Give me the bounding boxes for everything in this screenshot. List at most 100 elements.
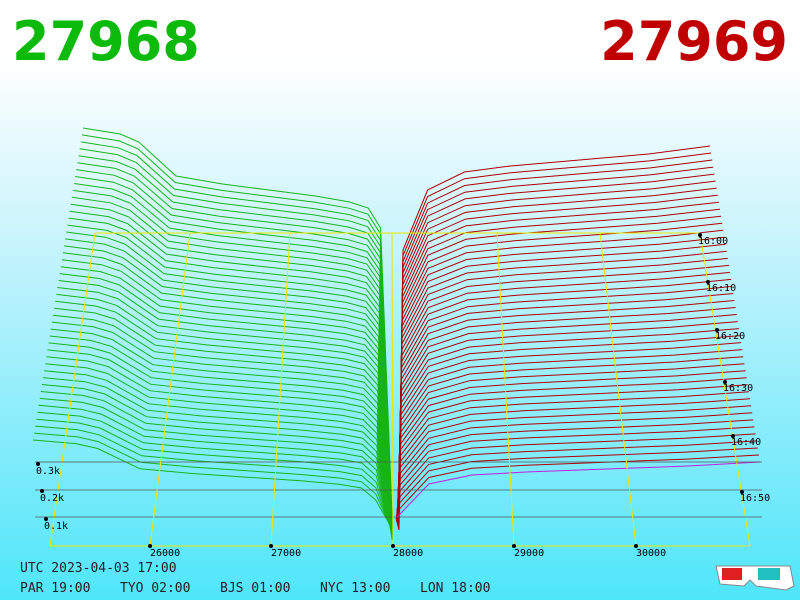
time-tick-label: 16:50 xyxy=(740,493,770,504)
bid-line xyxy=(50,328,392,533)
ask-line xyxy=(396,356,744,523)
price-tick-label: 30000 xyxy=(636,548,666,559)
grid: 26000 27000 28000 29000 30000 16:00 16:10 16:20… xyxy=(35,232,770,559)
bid-line xyxy=(66,231,393,539)
ask-line xyxy=(395,461,761,519)
tick-dot xyxy=(512,544,516,548)
ask-line xyxy=(396,314,737,524)
tick-dot xyxy=(715,328,719,332)
ask-line xyxy=(397,257,728,526)
ask-line xyxy=(396,307,736,524)
bid-line xyxy=(35,425,391,527)
bid-line xyxy=(80,141,394,541)
depth-tick-label: 0.2k xyxy=(40,493,64,504)
bid-line xyxy=(72,189,393,541)
bid-line xyxy=(56,293,392,535)
price-tick-label: 28000 xyxy=(393,548,423,559)
tick-dot xyxy=(706,280,710,284)
bid-line xyxy=(82,127,394,541)
bid-line xyxy=(37,411,391,527)
ask-line xyxy=(398,180,716,529)
bid-line xyxy=(36,418,391,527)
bid-line xyxy=(78,155,394,541)
price-tick-label: 29000 xyxy=(514,548,544,559)
bid-line xyxy=(41,384,391,529)
bid-line xyxy=(40,391,391,529)
bid-line xyxy=(60,266,393,537)
tick-dot xyxy=(698,233,702,237)
tick-dot xyxy=(391,544,395,548)
grid-line xyxy=(49,232,96,547)
ask-line xyxy=(398,194,718,529)
tick-dot xyxy=(634,544,638,548)
grid-line xyxy=(391,232,394,547)
bid-line xyxy=(58,280,392,536)
depth-tick-label: 0.3k xyxy=(36,466,60,477)
ask-line xyxy=(397,243,726,527)
bid-line xyxy=(61,259,393,537)
ask-line xyxy=(397,285,733,525)
ask-line xyxy=(395,412,753,520)
ask-line xyxy=(398,187,717,529)
bid-line xyxy=(68,217,393,540)
ask-line xyxy=(397,236,725,527)
ask-line xyxy=(397,222,723,528)
bid-line xyxy=(55,300,392,534)
ask-line xyxy=(398,159,713,530)
ask-line xyxy=(395,447,758,519)
bid-line xyxy=(65,238,393,538)
depth-tick-label: 0.1k xyxy=(44,521,68,532)
bid-line xyxy=(77,162,394,541)
ask-line xyxy=(397,215,722,528)
tick-dot xyxy=(723,380,727,384)
bid-line xyxy=(48,342,392,532)
ask-price: 27969 xyxy=(600,10,788,73)
ask-line xyxy=(395,454,759,519)
bid-line xyxy=(57,287,392,535)
ask-line xyxy=(396,335,741,523)
tick-dot xyxy=(731,434,735,438)
ask-line xyxy=(396,328,739,524)
zone-time: LON 18:00 xyxy=(420,581,490,596)
bid-line xyxy=(38,404,391,528)
tick-dot xyxy=(269,544,273,548)
ask-line xyxy=(396,321,738,524)
ask-line xyxy=(397,278,732,525)
time-tick-label: 16:40 xyxy=(731,437,761,448)
bid-line xyxy=(47,349,392,531)
bid-line xyxy=(75,176,393,541)
bid-line xyxy=(44,370,392,530)
bid-line xyxy=(59,273,393,536)
bid-line xyxy=(81,134,394,541)
ask-line xyxy=(395,440,757,519)
grid-line xyxy=(496,232,515,547)
bid-line xyxy=(76,169,394,541)
ask-line xyxy=(396,349,743,523)
tick-dot xyxy=(40,489,44,493)
bid-line xyxy=(67,224,393,539)
ask-line xyxy=(398,166,714,530)
ask-line xyxy=(396,384,748,521)
tick-dot xyxy=(740,490,744,494)
bid-line xyxy=(34,432,391,526)
bid-line xyxy=(39,397,391,528)
zone-time: NYC 13:00 xyxy=(320,581,390,596)
zone-time: BJS 01:00 xyxy=(220,581,290,596)
bid-line xyxy=(45,363,392,530)
ask-line xyxy=(398,173,715,529)
bid-price: 27968 xyxy=(12,10,200,73)
bid-line xyxy=(51,321,392,533)
ask-line xyxy=(397,229,724,527)
depth-lines xyxy=(32,127,761,541)
grid-line xyxy=(149,232,191,547)
ask-line xyxy=(396,363,745,522)
bid-line xyxy=(64,245,393,538)
ask-line xyxy=(397,300,735,525)
utc-time: UTC 2023-04-03 17:00 xyxy=(20,561,177,576)
ask-line xyxy=(397,293,734,525)
bid-line xyxy=(71,196,393,541)
ask-line xyxy=(396,405,752,521)
bid-line xyxy=(52,314,392,534)
bid-line xyxy=(46,356,392,531)
